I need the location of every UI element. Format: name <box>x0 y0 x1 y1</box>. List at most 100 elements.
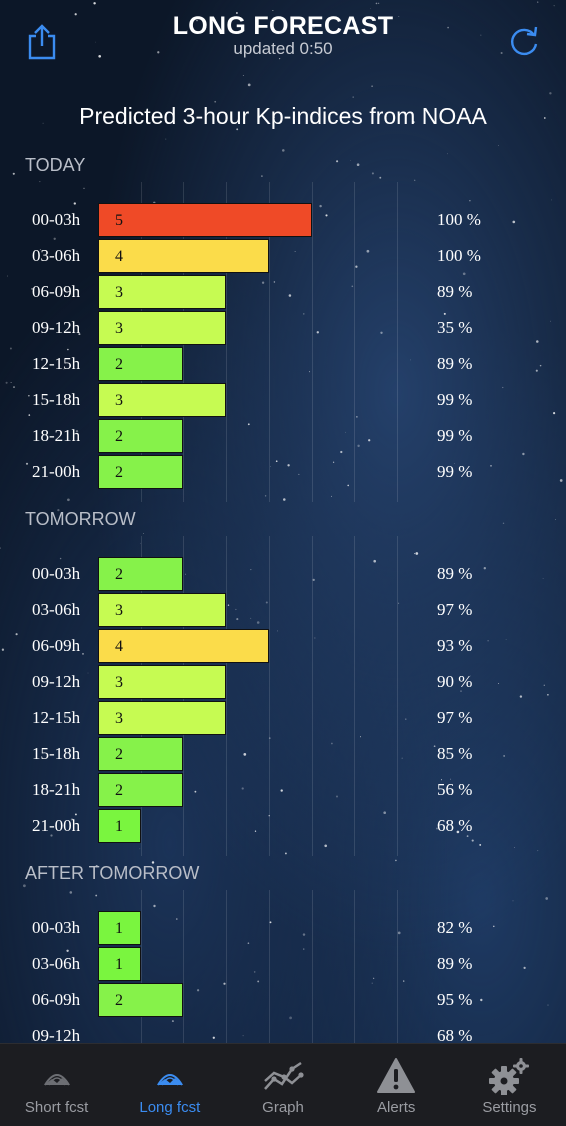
kp-value-label: 2 <box>115 566 123 583</box>
forecast-row: 06-09h 3 89 % <box>0 274 566 310</box>
tab-label: Alerts <box>377 1099 416 1116</box>
kp-value-label: 2 <box>115 992 123 1009</box>
time-range-label: 21-00h <box>32 816 81 835</box>
time-range-label: 00-03h <box>32 210 81 229</box>
gridline <box>268 536 270 856</box>
probability-label: 89 % <box>437 564 473 583</box>
tab-alerts[interactable]: Alerts <box>340 1044 453 1126</box>
kp-value-label: 2 <box>115 428 123 445</box>
time-range-label: 12-15h <box>32 708 81 727</box>
probability-label: 99 % <box>437 390 473 409</box>
kp-bar: 3 <box>98 383 227 417</box>
kp-value-label: 4 <box>115 638 123 655</box>
kp-bar: 3 <box>98 593 227 627</box>
share-icon <box>28 24 56 60</box>
forecast-row: 03-06h 1 89 % <box>0 946 566 982</box>
probability-label: 99 % <box>437 426 473 445</box>
kp-value-label: 1 <box>115 920 123 937</box>
kp-bar: 4 <box>98 239 269 273</box>
time-range-label: 06-09h <box>32 636 81 655</box>
kp-value-label: 2 <box>115 464 123 481</box>
top-bar: LONG FORECAST updated 0:50 <box>0 0 566 80</box>
forecast-row: 09-12h 3 35 % <box>0 310 566 346</box>
gridline <box>354 890 356 1043</box>
probability-label: 68 % <box>437 1026 473 1043</box>
kp-value-label: 5 <box>115 212 123 229</box>
gridline <box>268 182 270 502</box>
kp-value-label: 2 <box>115 782 123 799</box>
kp-value-label: 3 <box>115 710 123 727</box>
forecast-row: 06-09h 2 95 % <box>0 982 566 1018</box>
kp-bar: 2 <box>98 419 184 453</box>
probability-label: 85 % <box>437 744 473 763</box>
chart-subtitle: Predicted 3-hour Kp-indices from NOAA <box>79 103 487 129</box>
aurora-dim-icon <box>35 1056 79 1096</box>
forecast-row: 00-03h 2 89 % <box>0 556 566 592</box>
probability-label: 93 % <box>437 636 473 655</box>
forecast-row: 03-06h 4 100 % <box>0 238 566 274</box>
probability-label: 100 % <box>437 210 481 229</box>
forecast-row: 12-15h 3 97 % <box>0 700 566 736</box>
tab-graph[interactable]: Graph <box>226 1044 339 1126</box>
tab-bar: Short fcst Long fcst Graph Alerts Settings <box>0 1043 566 1126</box>
forecast-row: 21-00h 2 99 % <box>0 454 566 490</box>
alert-icon <box>374 1056 418 1096</box>
gridline <box>140 890 142 1043</box>
kp-value-label: 3 <box>115 284 123 301</box>
probability-label: 97 % <box>437 708 473 727</box>
time-range-label: 18-21h <box>32 780 81 799</box>
refresh-button[interactable] <box>504 22 544 62</box>
section-after-tomorrow: AFTER TOMORROW 00-03h 1 82 % 03-06h 1 89 % 06-0… <box>0 856 566 1043</box>
kp-bar: 3 <box>98 665 227 699</box>
gridline <box>354 182 356 502</box>
updated-time: updated 0:50 <box>233 39 333 58</box>
probability-label: 97 % <box>437 600 473 619</box>
share-button[interactable] <box>22 22 62 62</box>
time-range-label: 00-03h <box>32 564 81 583</box>
forecast-row: 09-12h 68 % <box>0 1018 566 1043</box>
tab-short-fcst[interactable]: Short fcst <box>0 1044 113 1126</box>
section-today: TODAY 00-03h 5 100 % 03-06h 4 100 % 06-09h 3 89 %… <box>0 148 566 502</box>
kp-bar: 2 <box>98 773 184 807</box>
section-title: TOMORROW <box>25 509 136 529</box>
kp-bar: 2 <box>98 557 184 591</box>
kp-value-label: 1 <box>115 818 123 835</box>
tab-settings[interactable]: Settings <box>453 1044 566 1126</box>
kp-bar: 1 <box>98 809 141 843</box>
kp-rows: 00-03h 5 100 % 03-06h 4 100 % 06-09h 3 89 % 09-12… <box>0 182 566 502</box>
kp-value-label: 2 <box>115 356 123 373</box>
probability-label: 68 % <box>437 816 473 835</box>
gridline <box>268 890 270 1043</box>
probability-label: 89 % <box>437 282 473 301</box>
time-range-label: 03-06h <box>32 246 81 265</box>
kp-rows: 00-03h 1 82 % 03-06h 1 89 % 06-09h 2 95 % 09-12h 6… <box>0 890 566 1043</box>
probability-label: 56 % <box>437 780 473 799</box>
graph-icon <box>261 1056 305 1096</box>
forecast-row: 21-00h 1 68 % <box>0 808 566 844</box>
gridline <box>226 890 228 1043</box>
time-range-label: 03-06h <box>32 600 81 619</box>
gridline <box>311 890 313 1043</box>
forecast-row: 00-03h 1 82 % <box>0 910 566 946</box>
gridline <box>226 182 228 502</box>
tab-label: Short fcst <box>24 1099 89 1116</box>
time-range-label: 12-15h <box>32 354 81 373</box>
forecast-list[interactable]: TODAY 00-03h 5 100 % 03-06h 4 100 % 06-09h 3 89 %… <box>0 148 566 1043</box>
forecast-row: 15-18h 3 99 % <box>0 382 566 418</box>
probability-label: 82 % <box>437 918 473 937</box>
aurora-icon <box>148 1056 192 1096</box>
time-range-label: 06-09h <box>32 282 81 301</box>
time-range-label: 21-00h <box>32 462 81 481</box>
gridline <box>183 890 185 1043</box>
kp-rows: 00-03h 2 89 % 03-06h 3 97 % 06-09h 4 93 % 09-12h 3… <box>0 536 566 856</box>
time-range-label: 00-03h <box>32 918 81 937</box>
gridline <box>354 536 356 856</box>
kp-bar: 2 <box>98 983 184 1017</box>
kp-bar: 3 <box>98 311 227 345</box>
probability-label: 89 % <box>437 354 473 373</box>
time-range-label: 18-21h <box>32 426 81 445</box>
kp-value-label: 1 <box>115 956 123 973</box>
kp-value-label: 3 <box>115 320 123 337</box>
kp-bar: 2 <box>98 455 184 489</box>
tab-long-fcst[interactable]: Long fcst <box>113 1044 226 1126</box>
